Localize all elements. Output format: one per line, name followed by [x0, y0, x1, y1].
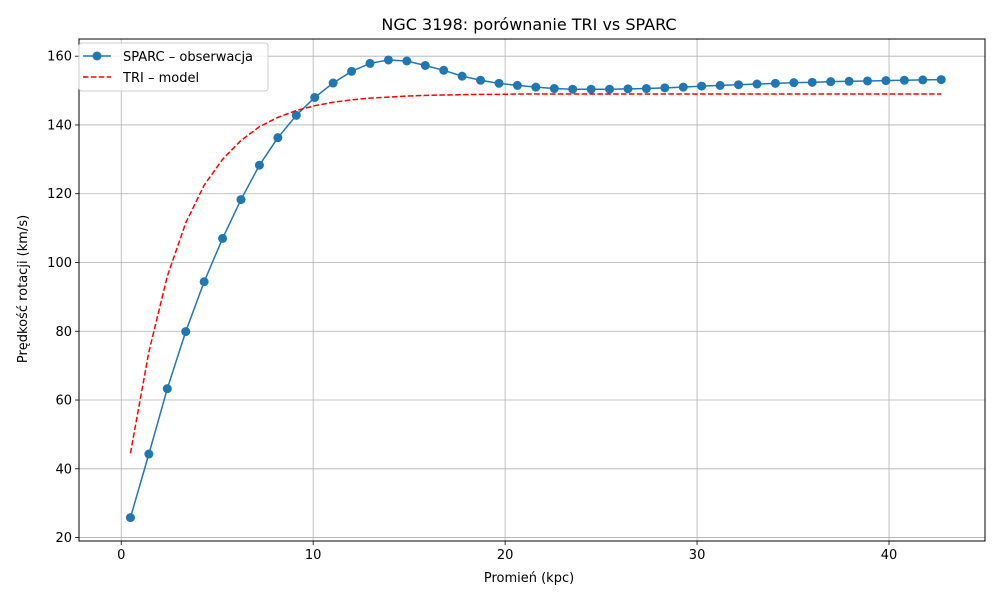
chart-title: NGC 3198: porównanie TRI vs SPARC	[381, 15, 676, 34]
data-point	[310, 92, 320, 102]
legend-label-sparc: SPARC – obserwacja	[123, 50, 253, 65]
y-tick-label: 120	[47, 187, 72, 202]
plot-frame	[78, 38, 986, 542]
data-point	[899, 75, 909, 85]
data-point	[586, 84, 596, 94]
data-point	[347, 66, 357, 76]
y-tick-label: 140	[47, 118, 72, 133]
series-sparc	[125, 55, 946, 523]
data-point	[402, 56, 412, 66]
data-point	[826, 77, 836, 87]
data-point	[144, 449, 154, 459]
data-point	[715, 80, 725, 90]
data-point	[568, 84, 578, 94]
x-tick-label: 10	[305, 548, 322, 563]
x-axis: 0 10 20 30 40	[117, 541, 897, 563]
data-point	[881, 76, 891, 86]
data-point	[807, 77, 817, 87]
data-point	[236, 195, 246, 205]
data-point	[512, 80, 522, 90]
y-axis-title: Prędkość rotacji (km/s)	[16, 215, 31, 363]
data-point	[162, 384, 172, 394]
data-point	[273, 133, 283, 143]
y-tick-label: 60	[55, 394, 72, 409]
data-point	[660, 83, 670, 93]
series-layer	[125, 55, 946, 523]
y-tick-label: 40	[55, 462, 72, 477]
data-point	[734, 80, 744, 90]
data-point	[697, 81, 707, 91]
legend-box	[78, 42, 269, 92]
data-point	[863, 76, 873, 86]
data-point	[457, 71, 467, 81]
grid	[79, 39, 985, 541]
data-point	[420, 60, 430, 70]
x-tick-label: 30	[689, 548, 706, 563]
data-point	[641, 84, 651, 94]
data-point	[476, 75, 486, 85]
data-point	[752, 79, 762, 89]
data-point	[531, 82, 541, 92]
data-point	[936, 75, 946, 85]
series-tri	[129, 93, 942, 454]
data-point	[328, 78, 338, 88]
data-point	[181, 327, 191, 337]
data-point	[789, 78, 799, 88]
legend-label-tri: TRI – model	[122, 71, 199, 86]
legend: SPARC – obserwacja TRI – model	[78, 42, 269, 92]
data-point	[439, 65, 449, 75]
y-tick-label: 80	[55, 325, 72, 340]
data-point	[365, 58, 375, 68]
data-point	[549, 84, 559, 94]
x-tick-label: 40	[881, 548, 898, 563]
data-point	[770, 78, 780, 88]
x-tick-label: 0	[117, 548, 125, 563]
data-point	[605, 84, 615, 94]
y-tick-label: 100	[47, 256, 72, 271]
data-point	[199, 277, 209, 287]
y-axis: 20 40 60 80 100 120 140 160	[47, 50, 79, 546]
series-line	[129, 93, 942, 454]
y-tick-label: 20	[55, 531, 72, 546]
data-point	[254, 160, 264, 170]
data-point	[918, 75, 928, 85]
y-tick-label: 160	[47, 50, 72, 65]
data-point	[125, 513, 135, 523]
series-line	[129, 59, 942, 518]
data-point	[218, 233, 228, 243]
data-point	[291, 110, 301, 120]
legend-marker-sparc	[92, 51, 102, 61]
data-point	[678, 82, 688, 92]
data-point	[844, 76, 854, 86]
data-point	[383, 55, 393, 65]
x-tick-label: 20	[497, 548, 514, 563]
data-point	[623, 84, 633, 94]
data-point	[494, 78, 504, 88]
x-axis-title: Promień (kpc)	[484, 571, 574, 586]
